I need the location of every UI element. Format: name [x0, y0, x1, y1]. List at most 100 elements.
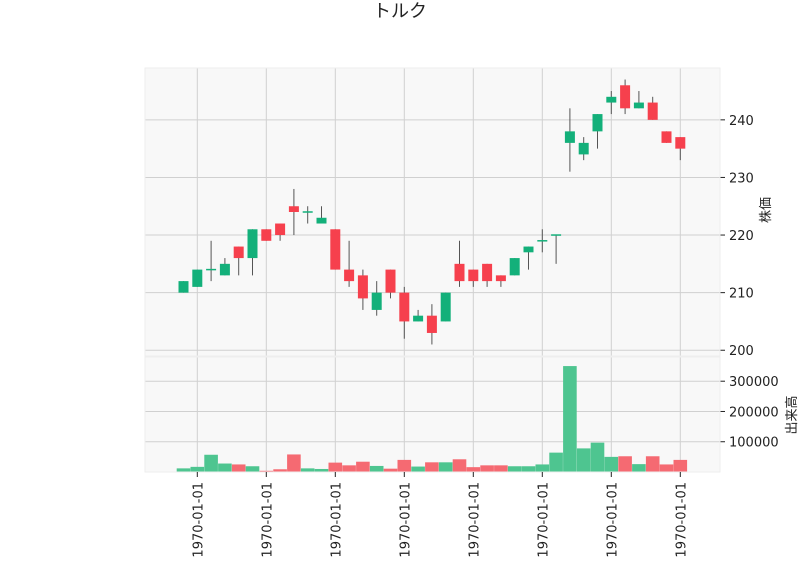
x-tick-label: 1970-01-01 [605, 482, 620, 558]
candle [399, 286, 410, 339]
volume-bar [521, 466, 536, 472]
candle-body [454, 263, 465, 282]
volume-bar [563, 366, 577, 472]
candle [454, 240, 465, 287]
candle-body [371, 292, 382, 310]
candle-body [233, 246, 244, 259]
candle-body [564, 131, 575, 143]
price-plot-frame [144, 67, 721, 357]
volume-bar [425, 462, 439, 472]
candle [578, 137, 589, 161]
candle [468, 269, 479, 287]
candle [440, 292, 451, 322]
candle-body [413, 315, 424, 322]
candle [592, 114, 603, 149]
volume-bar [494, 465, 508, 472]
x-tick-label: 1970-01-01 [674, 482, 689, 558]
volume-bar [466, 467, 481, 472]
candle [385, 269, 396, 299]
candle [288, 188, 299, 236]
candle [426, 304, 437, 345]
volume-bar [507, 466, 522, 472]
volume-tick-label: 300000 [729, 375, 779, 390]
price-tick-label: 220 [729, 229, 754, 244]
volume-bar [342, 465, 356, 472]
candle [247, 229, 258, 276]
volume-bar [369, 465, 384, 472]
volume-bar [383, 468, 398, 472]
volume-bar [328, 462, 343, 472]
volume-bar [273, 469, 287, 472]
volume-bar [549, 452, 563, 472]
volume-bar [218, 463, 232, 472]
candle [675, 137, 686, 161]
candle-body [620, 85, 631, 109]
price-plot-area [145, 68, 720, 356]
candle [661, 131, 672, 143]
candle [495, 275, 506, 287]
candle-body [247, 229, 258, 259]
volume-bar [176, 468, 191, 472]
volume-bar [576, 448, 591, 472]
price-axis-label: 株価 [759, 197, 774, 223]
volume-plot-area [145, 357, 720, 472]
price-panel: 200 210 220 230 240 [144, 67, 754, 359]
candle [344, 240, 355, 287]
candle-body [675, 137, 686, 149]
candle-body [537, 240, 548, 242]
volume-bar [259, 470, 274, 472]
candle-body [357, 275, 368, 299]
candle-body [288, 206, 299, 212]
candle-body [206, 268, 217, 271]
price-tick-label: 230 [729, 171, 754, 186]
candle [413, 309, 424, 322]
candle-body [509, 258, 520, 276]
volume-bar [659, 464, 674, 472]
candle-body [523, 246, 534, 253]
candle-body [468, 269, 479, 282]
candle-body [592, 114, 603, 132]
chart-title: トルク [373, 1, 427, 22]
candle-body [385, 269, 396, 293]
candle-body [219, 263, 230, 276]
candle [206, 240, 217, 282]
volume-bar [604, 456, 619, 472]
candle-body [192, 269, 203, 287]
candle-body [495, 275, 506, 282]
candle-body [261, 229, 272, 241]
x-tick-label: 1970-01-01 [467, 482, 482, 558]
volume-bar [287, 454, 301, 472]
candle [523, 246, 534, 270]
candle [537, 229, 548, 253]
candle [275, 223, 286, 241]
x-axis: 1970-01-01 1970-01-01 1970-01-01 1970-01-01… [191, 472, 689, 558]
candle-body [275, 223, 286, 236]
candle-body [330, 229, 341, 270]
volume-bar [411, 466, 425, 472]
price-tick-label: 210 [729, 287, 754, 302]
volume-bar [535, 464, 550, 472]
volume-tick-label: 200000 [729, 405, 779, 420]
price-tick-label: 200 [729, 344, 754, 359]
candle-body [647, 102, 658, 120]
x-tick-label: 1970-01-01 [398, 482, 413, 558]
candle [233, 246, 244, 276]
candle-body [399, 292, 410, 322]
candle-body [661, 131, 672, 143]
candle [316, 206, 327, 224]
volume-bar [438, 462, 453, 472]
volume-plot-frame [144, 356, 721, 473]
volume-bar [452, 459, 467, 472]
candle [357, 269, 368, 310]
candle [633, 91, 644, 109]
volume-bar [300, 468, 315, 472]
candle-body [482, 263, 493, 282]
candle-body [551, 234, 562, 236]
candle-body [633, 102, 644, 109]
candle-body [316, 217, 327, 224]
volume-bar [480, 465, 494, 472]
volume-panel: 100000 200000 300000 [144, 356, 779, 473]
candle-body [302, 211, 313, 213]
